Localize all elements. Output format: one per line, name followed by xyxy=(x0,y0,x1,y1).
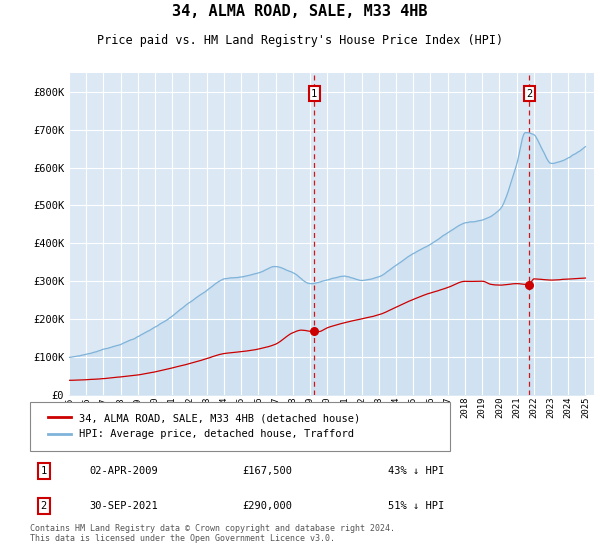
Legend: 34, ALMA ROAD, SALE, M33 4HB (detached house), HPI: Average price, detached hous: 34, ALMA ROAD, SALE, M33 4HB (detached h… xyxy=(44,409,364,444)
Text: 51% ↓ HPI: 51% ↓ HPI xyxy=(388,501,445,511)
Point xyxy=(310,327,319,336)
Text: 02-APR-2009: 02-APR-2009 xyxy=(89,466,158,476)
Text: 43% ↓ HPI: 43% ↓ HPI xyxy=(388,466,445,476)
Text: 1: 1 xyxy=(311,88,317,99)
Text: Price paid vs. HM Land Registry's House Price Index (HPI): Price paid vs. HM Land Registry's House … xyxy=(97,34,503,47)
Text: 1: 1 xyxy=(41,466,47,476)
Text: £167,500: £167,500 xyxy=(242,466,292,476)
Text: 30-SEP-2021: 30-SEP-2021 xyxy=(89,501,158,511)
FancyBboxPatch shape xyxy=(30,402,450,451)
Text: £290,000: £290,000 xyxy=(242,501,292,511)
Text: 2: 2 xyxy=(41,501,47,511)
Point xyxy=(524,281,534,290)
Text: 34, ALMA ROAD, SALE, M33 4HB: 34, ALMA ROAD, SALE, M33 4HB xyxy=(172,4,428,20)
Text: 2: 2 xyxy=(526,88,533,99)
Text: Contains HM Land Registry data © Crown copyright and database right 2024.
This d: Contains HM Land Registry data © Crown c… xyxy=(30,524,395,543)
